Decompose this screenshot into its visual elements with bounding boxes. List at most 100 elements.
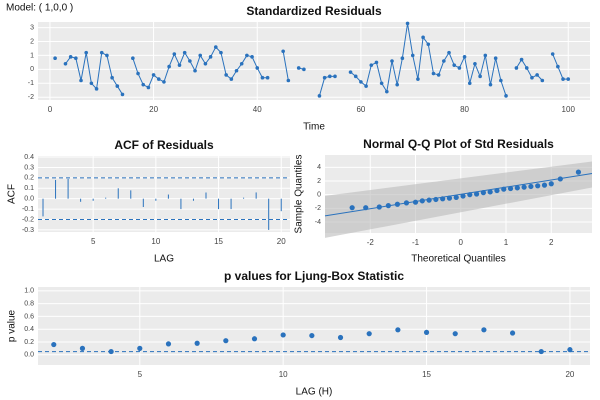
data-point	[286, 78, 291, 83]
y-tick-label: 4	[317, 164, 321, 171]
data-point	[376, 204, 382, 210]
y-tick-label: 0.0	[24, 196, 34, 203]
data-point	[405, 21, 410, 26]
fit-line	[324, 172, 593, 217]
data-point	[548, 181, 554, 187]
x-tick-label: -1	[412, 238, 420, 247]
y-tick-label: 3	[30, 24, 34, 31]
data-point	[501, 186, 507, 192]
x-tick-label: 10	[151, 237, 160, 246]
x-tick-label: 20	[149, 105, 158, 114]
x-axis-label: Theoretical Quantiles	[411, 254, 506, 265]
data-point	[394, 201, 401, 207]
data-point	[84, 50, 89, 55]
data-point	[528, 183, 534, 190]
data-point	[333, 74, 337, 79]
data-point	[521, 184, 527, 190]
data-point	[426, 42, 431, 47]
series-line	[282, 51, 289, 81]
x-tick-label: 15	[422, 370, 431, 379]
data-point	[446, 195, 453, 201]
data-point	[223, 338, 229, 344]
data-point	[473, 61, 477, 66]
data-point	[514, 66, 519, 70]
data-point	[412, 199, 419, 205]
x-tick-label: 80	[460, 105, 469, 114]
data-point	[198, 53, 203, 58]
y-tick-label: 0.1	[24, 185, 34, 192]
y-tick-label: 0.2	[24, 339, 34, 346]
data-point	[167, 64, 171, 69]
confidence-band	[325, 161, 592, 238]
data-point	[363, 205, 369, 211]
data-point	[481, 327, 487, 333]
y-tick-label: -2	[28, 94, 34, 101]
data-point	[74, 56, 78, 61]
data-point	[507, 185, 514, 192]
y-tick-label: -1	[28, 80, 34, 87]
data-point	[480, 190, 486, 196]
data-point	[487, 189, 493, 195]
data-point	[535, 183, 541, 189]
data-point	[374, 60, 379, 65]
chart-title: ACF of Residuals	[114, 138, 214, 152]
data-point	[203, 61, 208, 66]
x-tick-label: 15	[214, 237, 223, 246]
data-point	[494, 187, 500, 194]
data-point	[63, 61, 68, 66]
data-point	[51, 341, 57, 348]
data-point	[403, 200, 410, 206]
data-point	[309, 332, 315, 339]
data-point	[366, 331, 372, 337]
x-tick-label: 2	[549, 238, 554, 247]
data-point	[519, 57, 524, 62]
data-point	[234, 68, 239, 73]
x-tick-label: 20	[277, 237, 286, 246]
data-point	[460, 193, 466, 199]
data-point	[105, 53, 109, 58]
data-point	[79, 345, 86, 351]
data-point	[53, 56, 57, 61]
data-point	[426, 197, 432, 203]
data-point	[385, 203, 391, 209]
data-point	[99, 50, 104, 55]
data-point	[483, 53, 488, 58]
data-point	[260, 75, 265, 80]
data-point	[390, 59, 394, 63]
data-point	[504, 94, 508, 98]
data-point	[423, 329, 430, 335]
data-point	[250, 55, 254, 59]
data-point	[509, 330, 516, 336]
data-point	[530, 75, 534, 80]
y-tick-label: 1.0	[24, 288, 34, 295]
data-point	[419, 198, 425, 204]
x-tick-label: 40	[253, 105, 262, 114]
data-point	[557, 176, 563, 182]
x-axis-label: LAG	[154, 254, 174, 265]
y-tick-label: -4	[315, 219, 321, 226]
y-tick-label: -2	[315, 205, 321, 212]
model-label: Model: ( 1,0,0 )	[6, 3, 73, 14]
y-axis-label: ACF	[7, 184, 18, 204]
x-tick-label: 60	[356, 105, 365, 114]
data-point	[141, 82, 146, 87]
data-point	[94, 87, 99, 91]
data-point	[561, 77, 565, 81]
x-tick-label: 10	[279, 370, 288, 379]
data-point	[151, 73, 156, 77]
data-point	[146, 85, 151, 90]
data-point	[478, 74, 482, 79]
data-point	[535, 73, 539, 77]
data-point	[219, 50, 223, 55]
data-point	[462, 55, 467, 59]
y-tick-label: 0	[317, 192, 321, 199]
data-point	[550, 52, 555, 56]
data-point	[302, 67, 306, 72]
x-tick-label: 20	[565, 370, 574, 379]
data-point	[255, 66, 260, 70]
data-point	[348, 70, 353, 74]
data-point	[453, 194, 459, 201]
data-point	[110, 75, 114, 80]
x-axis-label: LAG (H)	[296, 387, 333, 398]
